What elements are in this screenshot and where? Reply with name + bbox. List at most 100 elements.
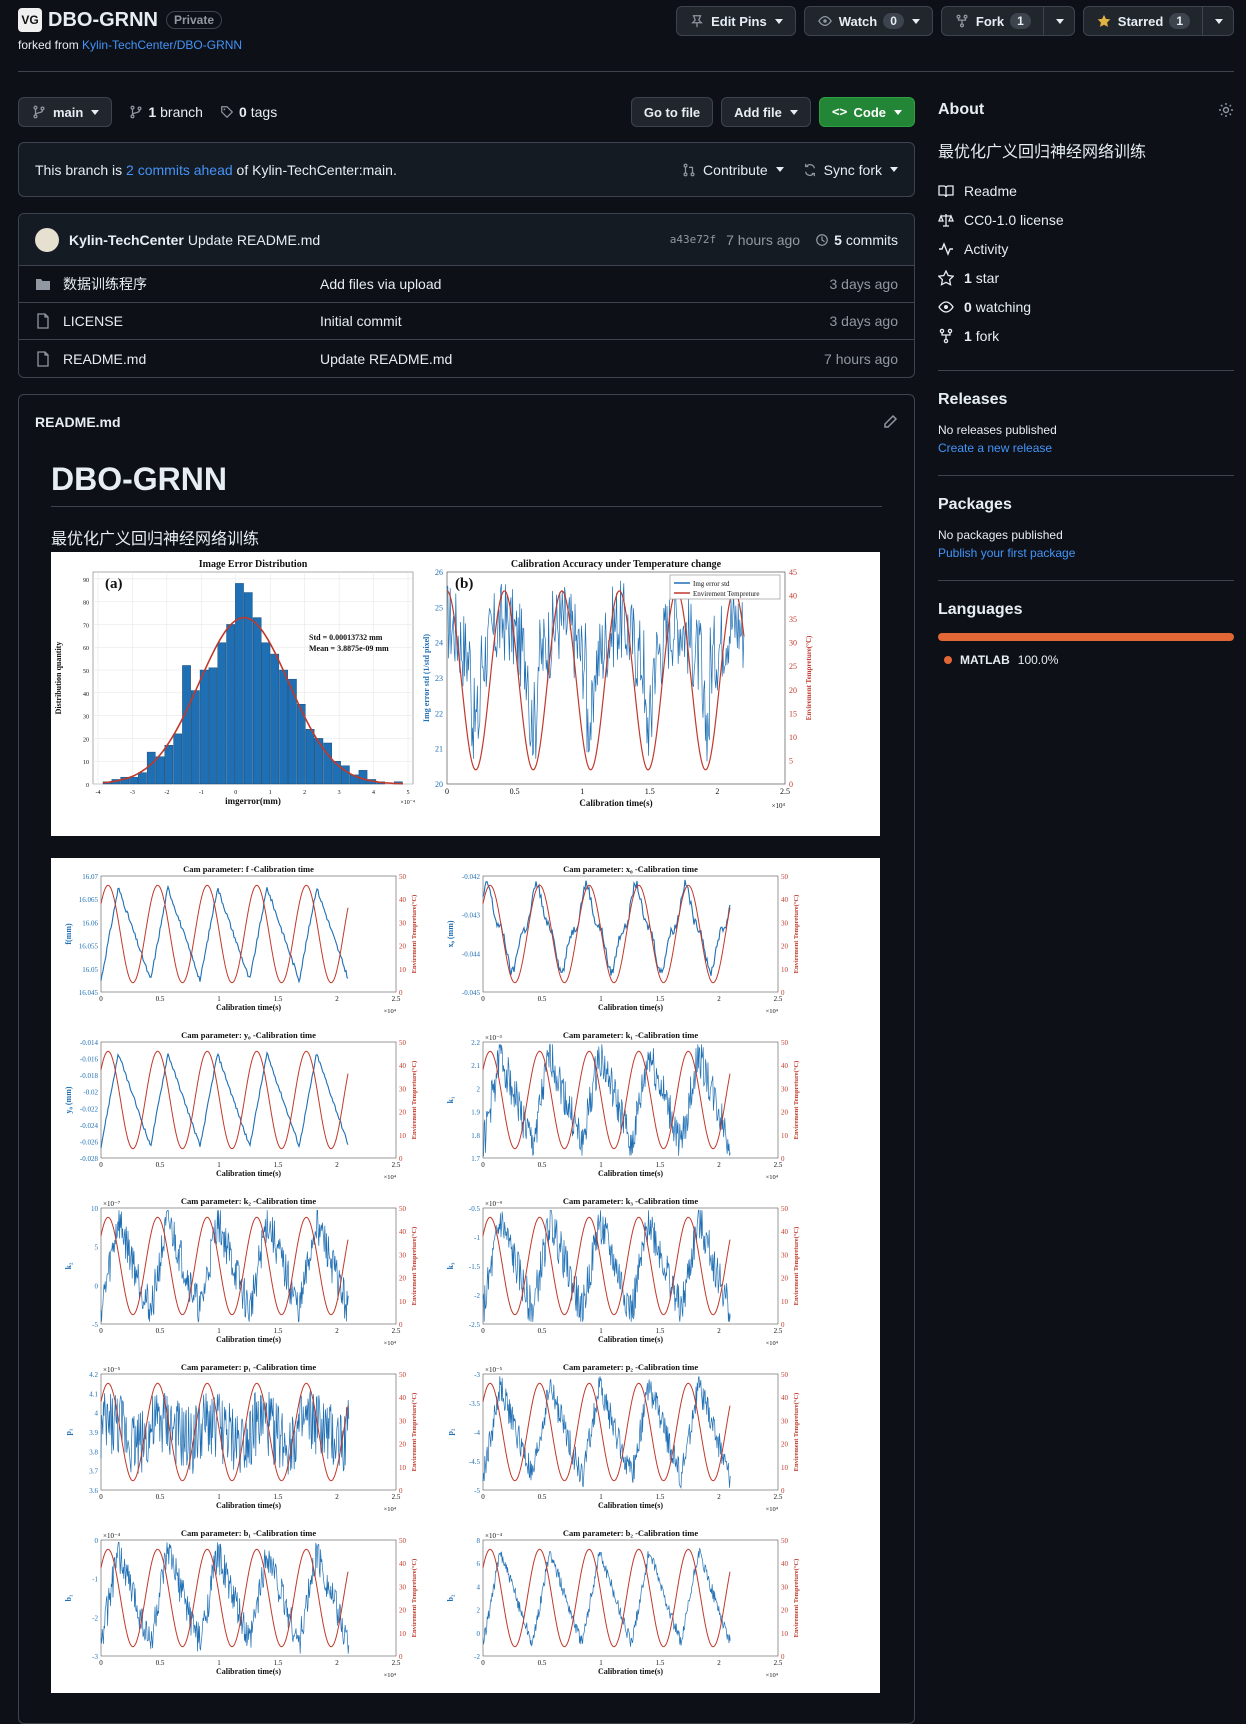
plot-b-xlabel: Calibration time(s) [579, 798, 652, 808]
author-avatar[interactable] [35, 227, 59, 252]
param-panel-xtick: 0 [99, 1659, 103, 1667]
series-img-error-std [446, 580, 745, 762]
branch-ahead-banner: This branch is 2 commits ahead of Kylin-… [18, 142, 915, 197]
plot-a-ytick: 70 [83, 623, 89, 629]
git-branch-icon [128, 104, 144, 120]
series-environment-temperature [100, 884, 349, 984]
histogram-bar [182, 665, 191, 785]
commit-sha[interactable]: a43e72f [669, 233, 717, 246]
file-commit-message[interactable]: Initial commit [320, 313, 402, 329]
param-panel-ylabel-right: Envirement Tempreture(°C) [793, 1061, 800, 1140]
param-panel-ylabel-right: Envirement Tempreture(°C) [793, 895, 800, 974]
watchers-link[interactable]: 0 watching [938, 292, 1234, 321]
releases-heading[interactable]: Releases [938, 391, 1008, 408]
plot-a-ytick: 20 [83, 737, 89, 743]
file-row[interactable]: README.md Update README.md 7 hours ago [19, 340, 914, 377]
param-panel: Cam parameter: y₀ -Calibration time -0.02… [64, 1030, 418, 1181]
file-row[interactable]: 数据训练程序 Add files via upload 3 days ago [19, 266, 914, 303]
file-name[interactable]: README.md [63, 350, 147, 367]
gear-icon[interactable] [1218, 102, 1234, 118]
readme-link[interactable]: Readme [938, 176, 1234, 205]
param-panel-title: Cam parameter: k₁ -Calibration time [563, 1030, 698, 1040]
file-commit-time: 3 days ago [829, 313, 899, 329]
stars-link[interactable]: 1 star [938, 263, 1234, 292]
license-link[interactable]: CC0-1.0 license [938, 205, 1234, 234]
param-panel-xlabel: Calibration time(s) [598, 1003, 663, 1012]
edit-pins-button[interactable]: Edit Pins [676, 6, 796, 36]
param-panel-xtick: 0.5 [156, 1327, 165, 1335]
sync-fork-button[interactable]: Sync fork [802, 162, 898, 178]
commits-ahead-link[interactable]: 2 commits ahead [126, 161, 233, 178]
plot-a-ytick: 80 [83, 601, 89, 607]
fork-button[interactable]: Fork 1 [940, 6, 1044, 36]
param-panel-xtick: 2 [717, 1659, 721, 1667]
plot-a-title: Image Error Distribution [199, 559, 308, 570]
language-item[interactable]: MATLAB 100.0% [938, 653, 1234, 667]
plot-b-xtick: 2.5 [780, 787, 790, 796]
param-panel-xlabel: Calibration time(s) [598, 1667, 663, 1676]
param-panel-ylabel: k₂ [64, 1262, 73, 1269]
param-panel-xtick: 1.5 [274, 1161, 283, 1169]
file-commit-time: 3 days ago [829, 276, 899, 292]
readme-panel: README.md DBO-GRNN 最优化广义回归神经网络训练 Image E… [18, 394, 915, 1724]
star-button-group: Starred 1 [1082, 6, 1234, 36]
activity-link[interactable]: Activity [938, 234, 1234, 263]
param-panel-ytick-right: 0 [399, 1321, 403, 1329]
param-panel-ytick-right: 0 [781, 1653, 785, 1661]
commits-history-link[interactable]: 5 commits [814, 232, 898, 248]
repo-name[interactable]: DBO-GRNN [48, 8, 158, 31]
fork-dropdown-button[interactable] [1043, 6, 1075, 36]
branches-link[interactable]: 1 branch [128, 104, 203, 120]
star-list-dropdown-button[interactable] [1203, 6, 1234, 36]
histogram-bar [332, 761, 341, 785]
param-panel-ytick: -0.026 [80, 1138, 99, 1146]
add-file-button[interactable]: Add file [721, 97, 811, 127]
param-panel-y-exponent: ×10⁻⁵ [485, 1366, 503, 1374]
forks-link[interactable]: 1 fork [938, 321, 1234, 350]
packages-heading[interactable]: Packages [938, 496, 1012, 513]
repo-owner-avatar[interactable]: VG [18, 8, 42, 32]
about-heading: About [938, 101, 985, 118]
param-panel-ytick-right: 0 [781, 1321, 785, 1329]
param-panel-ytick-right: 0 [781, 989, 785, 997]
branch-selector-button[interactable]: main [18, 97, 113, 127]
param-panel-ytick-right: 40 [399, 896, 407, 904]
param-panel-x-exponent: ×10⁴ [384, 1008, 397, 1015]
param-panel-frame [100, 1207, 397, 1325]
param-panel-xtick: 1.5 [274, 1659, 283, 1667]
param-panel-ytick-right: 10 [781, 966, 789, 974]
param-panel-ytick: -4 [474, 1429, 480, 1437]
file-commit-message[interactable]: Update README.md [320, 350, 453, 367]
histogram-bar [305, 729, 315, 785]
param-panel-xtick: 2.5 [774, 995, 783, 1003]
file-commit-message[interactable]: Add files via upload [320, 276, 442, 292]
commit-message[interactable]: Update README.md [187, 231, 321, 248]
forked-from-link[interactable]: Kylin-TechCenter/DBO-GRNN [82, 38, 243, 52]
chevron-down-icon [890, 167, 898, 172]
watch-button[interactable]: Watch 0 [803, 6, 933, 36]
publish-package-link[interactable]: Publish your first package [938, 546, 1076, 560]
tags-link[interactable]: 0 tags [219, 104, 277, 120]
param-panel-xlabel: Calibration time(s) [216, 1335, 281, 1344]
file-row[interactable]: LICENSE Initial commit 3 days ago [19, 303, 914, 340]
plot-b-frame [446, 571, 786, 785]
param-panel-y-exponent: ×10⁻⁴ [103, 1532, 121, 1540]
file-name[interactable]: LICENSE [63, 313, 123, 329]
plot-a-ytick: 40 [83, 692, 89, 698]
commit-author[interactable]: Kylin-TechCenter [69, 231, 184, 248]
param-panel-xtick: 0 [481, 1327, 485, 1335]
param-panel-xtick: 0 [481, 1161, 485, 1169]
readme-filename[interactable]: README.md [35, 414, 121, 430]
edit-pencil-icon[interactable] [882, 414, 898, 430]
chevron-down-icon [894, 109, 902, 115]
create-release-link[interactable]: Create a new release [938, 441, 1053, 455]
file-name[interactable]: 数据训练程序 [63, 276, 147, 292]
contribute-button[interactable]: Contribute [681, 162, 784, 178]
param-panel-xlabel: Calibration time(s) [216, 1667, 281, 1676]
go-to-file-button[interactable]: Go to file [630, 97, 714, 127]
starred-button[interactable]: Starred 1 [1082, 6, 1203, 36]
plot-a-ytick: 50 [83, 669, 89, 675]
plot-b-xtick: 1 [580, 787, 584, 796]
param-panel-xtick: 2 [335, 1327, 339, 1335]
code-button[interactable]: <> Code [818, 97, 915, 127]
